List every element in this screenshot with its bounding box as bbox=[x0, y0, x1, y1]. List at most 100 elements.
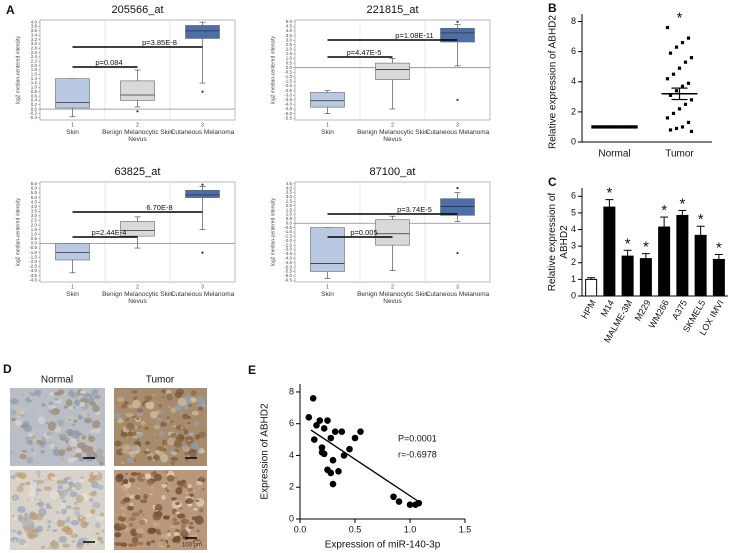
outlier bbox=[201, 90, 204, 93]
tissue-texture bbox=[40, 450, 45, 454]
tissue-texture bbox=[34, 498, 38, 501]
tissue-texture bbox=[47, 404, 56, 409]
tissue-texture bbox=[131, 536, 139, 544]
tissue-texture bbox=[93, 445, 102, 450]
tissue-texture bbox=[26, 445, 29, 448]
data-point bbox=[329, 456, 337, 464]
tissue-texture bbox=[166, 529, 171, 533]
tissue-texture bbox=[90, 508, 96, 514]
data-point bbox=[327, 469, 335, 477]
tissue-texture bbox=[91, 420, 101, 429]
data-point bbox=[683, 60, 688, 64]
tissue-texture bbox=[19, 482, 26, 486]
tissue-texture bbox=[89, 491, 97, 497]
tissue-texture bbox=[199, 507, 204, 513]
y-tick-label: -0.5 bbox=[29, 245, 37, 250]
y-tick-label: -0.4 bbox=[29, 115, 37, 120]
tissue-texture bbox=[81, 445, 90, 453]
tissue-texture bbox=[165, 471, 169, 474]
tissue-texture bbox=[81, 435, 87, 440]
tissue-texture bbox=[115, 474, 124, 483]
tissue-texture bbox=[68, 438, 77, 447]
data-point bbox=[329, 480, 337, 488]
data-point bbox=[686, 81, 691, 85]
tissue-texture bbox=[173, 531, 180, 537]
x-tick-label-box: Cutaneous Melanoma bbox=[171, 129, 235, 136]
tissue-texture bbox=[76, 439, 80, 443]
tissue-texture bbox=[169, 516, 173, 519]
tissue-texture bbox=[77, 538, 86, 546]
tissue-texture bbox=[166, 393, 173, 401]
box bbox=[375, 219, 410, 246]
tissue-texture bbox=[180, 528, 187, 532]
tissue-texture bbox=[41, 402, 46, 407]
tissue-texture bbox=[58, 449, 66, 457]
x-tick-label: Skin bbox=[66, 129, 79, 136]
tissue-texture bbox=[127, 519, 130, 521]
tissue-texture bbox=[147, 527, 156, 535]
category-number: 2 bbox=[391, 122, 394, 128]
x-tick-label: Cutaneous Melanoma bbox=[425, 129, 490, 136]
tissue-texture bbox=[187, 439, 191, 442]
y-tick-label: 3.0 bbox=[286, 37, 293, 42]
tissue-texture bbox=[168, 406, 171, 408]
tissue-texture bbox=[121, 404, 128, 409]
tissue-texture bbox=[57, 524, 62, 527]
bar bbox=[603, 206, 616, 297]
y-tick-label: 0.0 bbox=[286, 65, 293, 70]
tissue-texture bbox=[187, 422, 191, 424]
tissue-texture bbox=[180, 523, 187, 528]
data-point bbox=[316, 417, 324, 424]
tissue-texture bbox=[67, 430, 72, 434]
data-point bbox=[415, 499, 423, 507]
tissue-texture bbox=[127, 431, 134, 437]
p-value: p=0.005 bbox=[350, 228, 377, 237]
x-tick-label: 1.0 bbox=[404, 524, 417, 534]
y-tick-label: -3.5 bbox=[284, 251, 292, 256]
tissue-texture bbox=[65, 505, 72, 509]
x-tick-label: 1.5 bbox=[459, 524, 472, 534]
x-tick-label-box: Benign Melanocytic Skin Nevus bbox=[357, 291, 428, 305]
data-point bbox=[665, 116, 670, 120]
y-tick-label: 0.5 bbox=[31, 236, 38, 241]
tissue-texture bbox=[149, 411, 158, 419]
y-tick-label: -5.5 bbox=[284, 269, 292, 274]
category-number: 3 bbox=[456, 284, 459, 290]
y-tick-label: 2.0 bbox=[31, 222, 38, 227]
tissue-texture bbox=[120, 542, 128, 547]
box bbox=[375, 62, 410, 80]
tissue-texture bbox=[184, 394, 192, 402]
tissue-texture bbox=[175, 487, 183, 495]
y-tick-label: 8 bbox=[571, 16, 576, 26]
tissue-texture bbox=[198, 431, 206, 438]
tissue-texture bbox=[54, 427, 62, 433]
tissue-texture bbox=[179, 436, 185, 440]
x-tick-label-box: Cutaneous Melanoma bbox=[171, 291, 235, 298]
tissue-texture bbox=[140, 499, 148, 504]
category-number: 2 bbox=[136, 122, 139, 128]
y-tick-label: 4.0 bbox=[31, 19, 38, 24]
tissue-texture bbox=[75, 448, 82, 454]
tissue-texture bbox=[69, 491, 78, 498]
y-tick-label: 2.6 bbox=[31, 50, 38, 55]
tissue-texture bbox=[64, 405, 68, 409]
tissue-texture bbox=[166, 490, 170, 492]
y-tick-label: -6.0 bbox=[284, 273, 292, 278]
tissue-texture bbox=[24, 392, 28, 395]
y-tick-label: 2.0 bbox=[31, 63, 38, 68]
tissue-texture bbox=[47, 409, 51, 412]
p-value: p=3.74E-5 bbox=[397, 205, 432, 214]
tissue-texture bbox=[182, 413, 189, 420]
tissue-texture bbox=[169, 524, 176, 529]
y-tick-label: 1.4 bbox=[31, 76, 38, 81]
tissue-texture bbox=[31, 448, 34, 452]
data-point bbox=[346, 445, 353, 453]
tissue-texture bbox=[137, 487, 140, 490]
x-tick-label-box: Benign Melanocytic Skin Nevus bbox=[102, 129, 173, 143]
y-tick-label: -3.0 bbox=[284, 92, 292, 97]
outlier bbox=[456, 98, 459, 101]
tissue-texture bbox=[26, 457, 34, 464]
box bbox=[310, 227, 345, 272]
